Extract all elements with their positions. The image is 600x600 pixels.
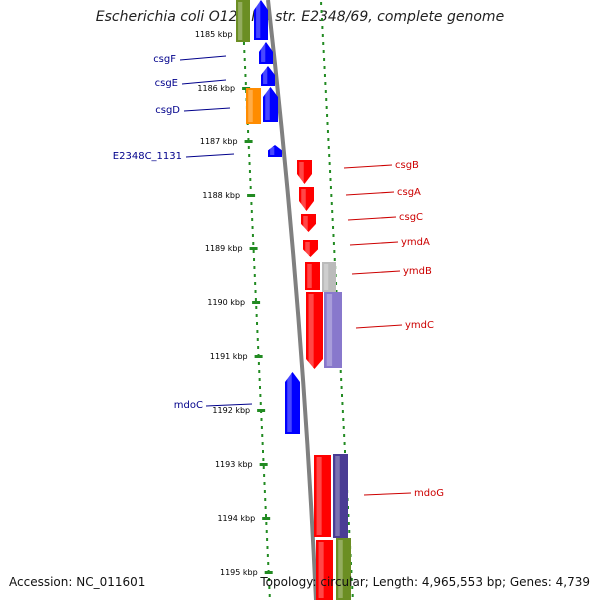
inner-dotted-ring <box>241 2 271 597</box>
gene-ymdA <box>303 240 318 257</box>
gene-label-csgD: csgD <box>155 105 180 116</box>
gene-mdoG <box>314 455 331 537</box>
gene-csgF <box>259 42 273 64</box>
gene-ymdC <box>306 292 323 369</box>
gene-label-csgB: csgB <box>395 160 419 171</box>
kbp-tick-mark <box>262 517 271 520</box>
gene-csgE <box>261 66 275 86</box>
right-label-leader <box>343 164 393 169</box>
left-label-leader <box>185 153 235 158</box>
gene-ymdB-grey <box>322 262 336 292</box>
kbp-tick-label: 1193 kbp <box>215 460 253 469</box>
gene-csgB <box>297 160 312 184</box>
kbp-tick-label: 1192 kbp <box>212 406 250 415</box>
right-label-leader <box>355 324 403 329</box>
right-label-leader <box>351 270 401 275</box>
gene-csgA <box>299 187 314 211</box>
left-label-leader <box>205 403 253 407</box>
right-label-leader <box>347 216 397 221</box>
kbp-tick-label: 1190 kbp <box>207 298 245 307</box>
gene-label-csgC: csgC <box>399 212 423 223</box>
gene-label-csgA: csgA <box>397 187 421 198</box>
accession-text: Accession: NC_011601 <box>9 575 146 589</box>
gene-bottom-red <box>316 540 333 600</box>
gene-label-ymdC: ymdC <box>405 320 434 331</box>
kbp-tick-mark <box>259 463 268 466</box>
gene-label-ymdA: ymdA <box>401 237 430 248</box>
gene-E2348C_1131 <box>268 145 282 157</box>
kbp-tick-label: 1187 kbp <box>200 137 238 146</box>
topology-text: Topology: circular; Length: 4,965,553 bp… <box>260 575 590 589</box>
kbp-tick-mark <box>264 571 273 574</box>
gene-top-blue <box>254 0 268 40</box>
gene-label-E2348C_1131: E2348C_1131 <box>113 151 182 162</box>
gene-bottom-olive <box>336 538 351 600</box>
gene-top-olive <box>236 0 250 42</box>
map-title: Escherichia coli O127:H6 str. E2348/69, … <box>95 9 505 25</box>
gene-ymdB-red <box>305 262 320 290</box>
gene-label-ymdB: ymdB <box>403 266 432 277</box>
kbp-tick-label: 1185 kbp <box>195 30 233 39</box>
kbp-tick-mark <box>257 409 266 412</box>
gene-label-csgF: csgF <box>153 54 176 65</box>
kbp-tick-label: 1188 kbp <box>202 191 240 200</box>
kbp-tick-mark <box>252 301 261 304</box>
gene-csgD-orange <box>246 88 261 124</box>
right-label-leader <box>363 492 412 496</box>
gene-label-mdoG: mdoG <box>414 488 444 499</box>
kbp-tick-label: 1195 kbp <box>220 568 258 577</box>
gene-label-mdoC: mdoC <box>174 400 203 411</box>
gene-label-csgE: csgE <box>155 78 178 89</box>
gene-csgD <box>263 87 278 122</box>
gene-ymdC-lavender <box>324 292 342 368</box>
kbp-tick-label: 1191 kbp <box>210 352 248 361</box>
kbp-tick-label: 1186 kbp <box>197 84 235 93</box>
right-label-leader <box>349 241 399 246</box>
left-label-leader <box>179 55 227 61</box>
kbp-tick-mark <box>254 355 263 358</box>
gene-csgC <box>301 214 316 232</box>
gene-mdoG-slate <box>333 454 348 538</box>
kbp-tick-label: 1194 kbp <box>217 514 255 523</box>
gene-mdoC <box>285 372 300 434</box>
kbp-tick-mark <box>247 194 256 197</box>
left-label-leader <box>183 107 231 112</box>
left-label-leader <box>181 79 227 85</box>
right-label-leader <box>345 191 395 196</box>
kbp-tick-mark <box>244 140 253 143</box>
kbp-tick-label: 1189 kbp <box>205 244 243 253</box>
kbp-tick-mark <box>249 247 258 250</box>
genome-backbone <box>266 0 318 600</box>
